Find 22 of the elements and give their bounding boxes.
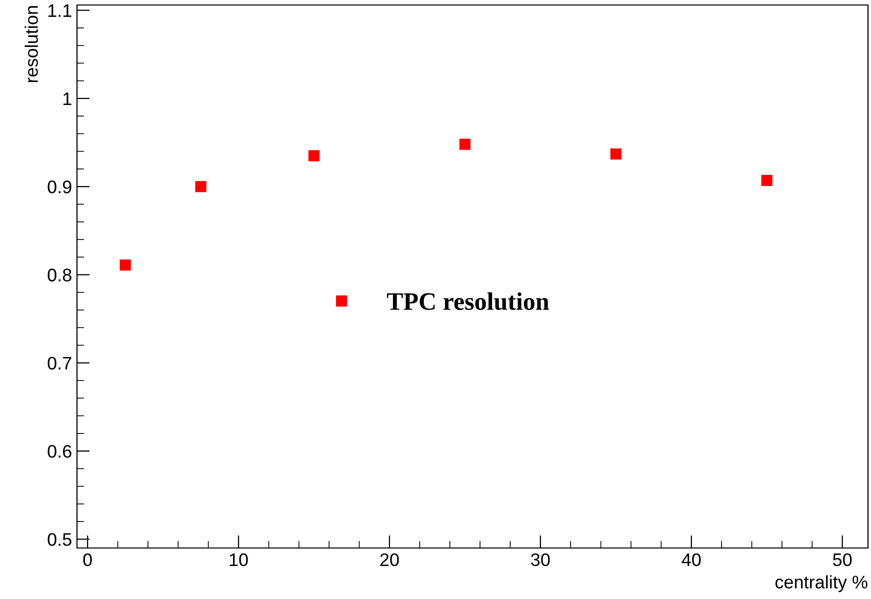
x-tick-label: 20 <box>380 553 399 566</box>
point <box>120 259 131 271</box>
x-tick-label: 0 <box>83 553 92 566</box>
legend-label: TPC resolution <box>386 292 549 310</box>
y-tick-label: 0.6 <box>48 444 72 458</box>
point <box>308 150 320 162</box>
y-tick-label: 0.9 <box>48 180 72 194</box>
x-tick-label: 30 <box>531 553 550 566</box>
point <box>610 148 622 160</box>
point <box>761 174 772 186</box>
y-tick-label: 0.8 <box>48 268 72 282</box>
y-tick-label: 1.1 <box>48 4 72 17</box>
y-axis-title: resolution <box>24 6 38 82</box>
y-tick-label: 0.7 <box>48 356 72 370</box>
x-tick-label: 50 <box>833 553 852 566</box>
x-tick-label: 40 <box>682 553 701 566</box>
x-tick-label: 10 <box>230 553 248 566</box>
point <box>195 181 206 192</box>
y-tick-label: 0.5 <box>48 533 72 546</box>
x-axis-title: centrality % <box>775 575 868 592</box>
y-tick-label: 1 <box>63 92 72 105</box>
point <box>459 138 471 150</box>
